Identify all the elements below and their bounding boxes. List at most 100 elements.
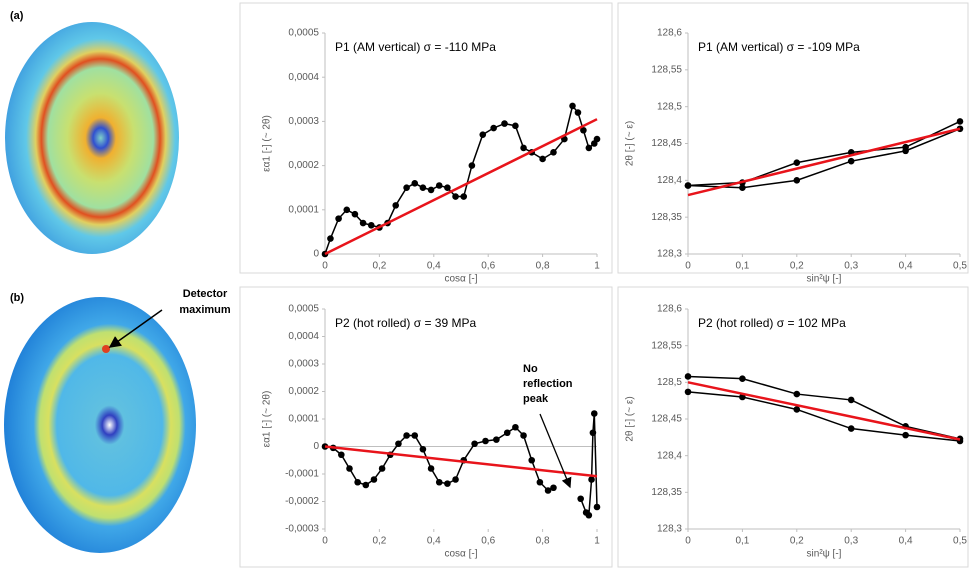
data-point (403, 432, 410, 439)
y-tick-label: 128,5 (657, 377, 682, 388)
x-tick-label: 0,4 (899, 261, 913, 272)
data-point (428, 187, 435, 194)
data-point (335, 215, 342, 222)
data-point (594, 504, 601, 511)
data-point (685, 182, 692, 189)
data-point (848, 397, 855, 404)
series-line (688, 121, 960, 185)
data-point (794, 177, 801, 184)
data-point (352, 211, 359, 218)
data-point (794, 406, 801, 413)
y-tick-label: 0,0004 (288, 331, 319, 342)
data-point (739, 184, 746, 191)
series-line (688, 129, 960, 195)
data-point (392, 202, 399, 209)
x-tick-label: 0,3 (844, 261, 858, 272)
data-point (586, 145, 593, 152)
y-tick-label: 0 (313, 249, 319, 260)
data-point (420, 446, 427, 453)
y-tick-label: 128,3 (657, 524, 682, 535)
data-point (444, 480, 451, 487)
data-point (512, 123, 519, 130)
data-point (411, 432, 418, 439)
data-point (471, 440, 478, 447)
x-tick-label: 0,8 (536, 261, 550, 272)
x-axis-label: sin²ψ [-] (807, 274, 842, 285)
data-point (539, 156, 546, 163)
x-tick-label: 0 (322, 261, 328, 272)
data-point (594, 136, 601, 143)
x-tick-label: 0,4 (899, 536, 913, 547)
data-point (550, 484, 557, 491)
y-tick-label: 0,0002 (288, 386, 319, 397)
y-axis-label: 2θ [-] (~ ε) (625, 396, 636, 441)
data-point (469, 162, 476, 169)
diffraction-image (5, 22, 179, 254)
data-point (685, 373, 692, 380)
data-point (575, 109, 582, 116)
chart-title: P2 (hot rolled) σ = 102 MPa (698, 316, 846, 330)
data-point (411, 180, 418, 187)
series-line (325, 106, 597, 254)
x-tick-label: 0,3 (844, 536, 858, 547)
x-tick-label: 0 (685, 261, 691, 272)
data-point (482, 438, 489, 445)
data-point (343, 207, 350, 214)
y-axis-label: 2θ [-] (~ ε) (625, 121, 636, 166)
data-point (354, 479, 361, 486)
annotation: maximum (179, 304, 231, 316)
x-tick-label: 0,2 (372, 261, 386, 272)
x-tick-label: 0,2 (790, 536, 804, 547)
data-point (428, 465, 435, 472)
data-point (848, 425, 855, 432)
diffraction-image (4, 297, 196, 553)
data-point (346, 465, 353, 472)
data-point (368, 222, 375, 229)
data-point (520, 432, 527, 439)
detector-spot (102, 345, 110, 353)
y-axis-label: εα1 [-] (~ 2θ) (262, 391, 273, 448)
panel-label: (a) (10, 10, 24, 22)
y-tick-label: 0,0003 (288, 116, 319, 127)
y-tick-label: 128,6 (657, 28, 682, 39)
x-tick-label: 1 (594, 536, 600, 547)
y-tick-label: 0,0001 (288, 414, 319, 425)
y-tick-label: 128,55 (651, 340, 682, 351)
data-point (739, 375, 746, 382)
data-point (444, 184, 451, 191)
x-axis-label: cosα [-] (444, 274, 477, 285)
data-point (338, 451, 345, 458)
data-point (501, 120, 508, 127)
x-tick-label: 0,8 (536, 536, 550, 547)
chart-title: P2 (hot rolled) σ = 39 MPa (335, 316, 476, 330)
x-tick-label: 0 (322, 536, 328, 547)
data-point (537, 479, 544, 486)
x-axis-label: sin²ψ [-] (807, 549, 842, 560)
data-point (550, 149, 557, 156)
x-axis-label: cosα [-] (444, 549, 477, 560)
data-point (360, 220, 367, 227)
arrow (540, 414, 570, 487)
y-tick-label: -0,0001 (285, 469, 319, 480)
data-point (420, 184, 427, 191)
y-tick-label: 128,55 (651, 64, 682, 75)
data-point (588, 476, 595, 483)
y-tick-label: 128,35 (651, 212, 682, 223)
data-point (685, 389, 692, 396)
y-tick-label: 0,0005 (288, 28, 319, 39)
data-point (379, 465, 386, 472)
x-tick-label: 0,6 (481, 536, 495, 547)
data-point (528, 457, 535, 464)
annotation: Detector (183, 288, 228, 300)
data-point (577, 495, 584, 502)
data-point (452, 193, 459, 200)
data-point (957, 118, 964, 125)
y-tick-label: 128,6 (657, 304, 682, 315)
x-tick-label: 0,5 (953, 261, 967, 272)
series-line (688, 376, 960, 438)
panel-label: (b) (10, 292, 24, 304)
chart-title: P1 (AM vertical) σ = -110 MPa (335, 40, 496, 54)
y-tick-label: 0,0003 (288, 359, 319, 370)
y-tick-label: 0,0005 (288, 304, 319, 315)
series-line (325, 119, 597, 254)
